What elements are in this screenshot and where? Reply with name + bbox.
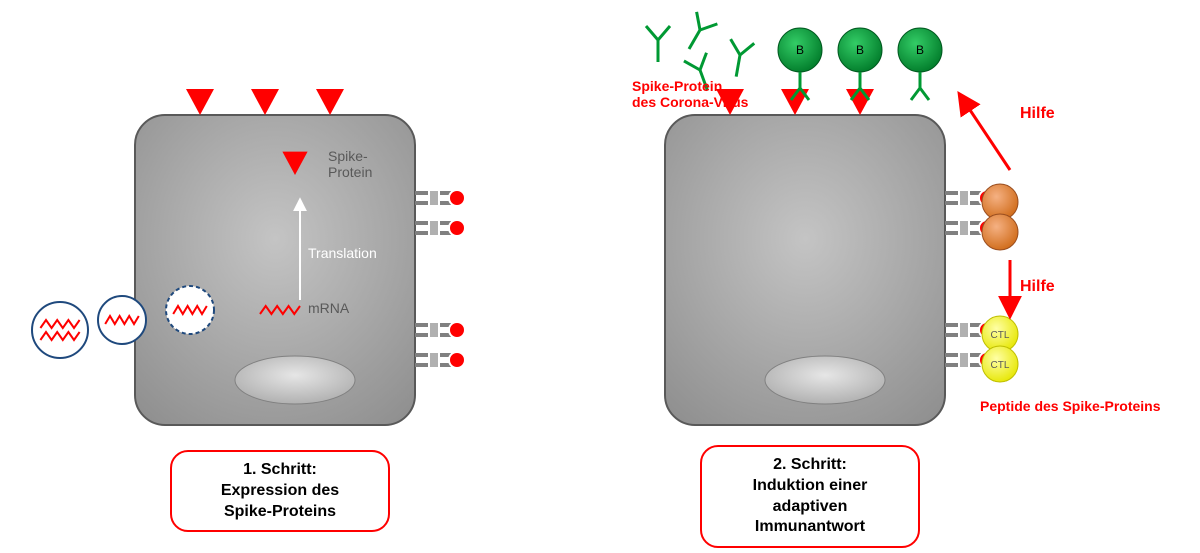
svg-text:CTL: CTL — [991, 330, 1010, 341]
spike-corona-label: Spike-Protein des Corona-Virus — [632, 78, 748, 110]
svg-text:CTL: CTL — [991, 360, 1010, 371]
step2-box: 2. Schritt: Induktion einer adaptiven Im… — [700, 445, 920, 548]
svg-text:B: B — [916, 43, 924, 57]
hilfe-bottom-label: Hilfe — [1020, 278, 1055, 296]
translation-label: Translation — [308, 245, 377, 261]
mrna-label: mRNA — [308, 300, 349, 316]
peptide-caption-label: Peptide des Spike-Proteins — [980, 398, 1161, 414]
step1-box: 1. Schritt: Expression des Spike-Protein… — [170, 450, 390, 532]
spike-protein-label: Spike- Protein — [328, 148, 372, 180]
hilfe-top-label: Hilfe — [1020, 105, 1055, 123]
svg-text:B: B — [856, 43, 864, 57]
svg-text:B: B — [796, 43, 804, 57]
